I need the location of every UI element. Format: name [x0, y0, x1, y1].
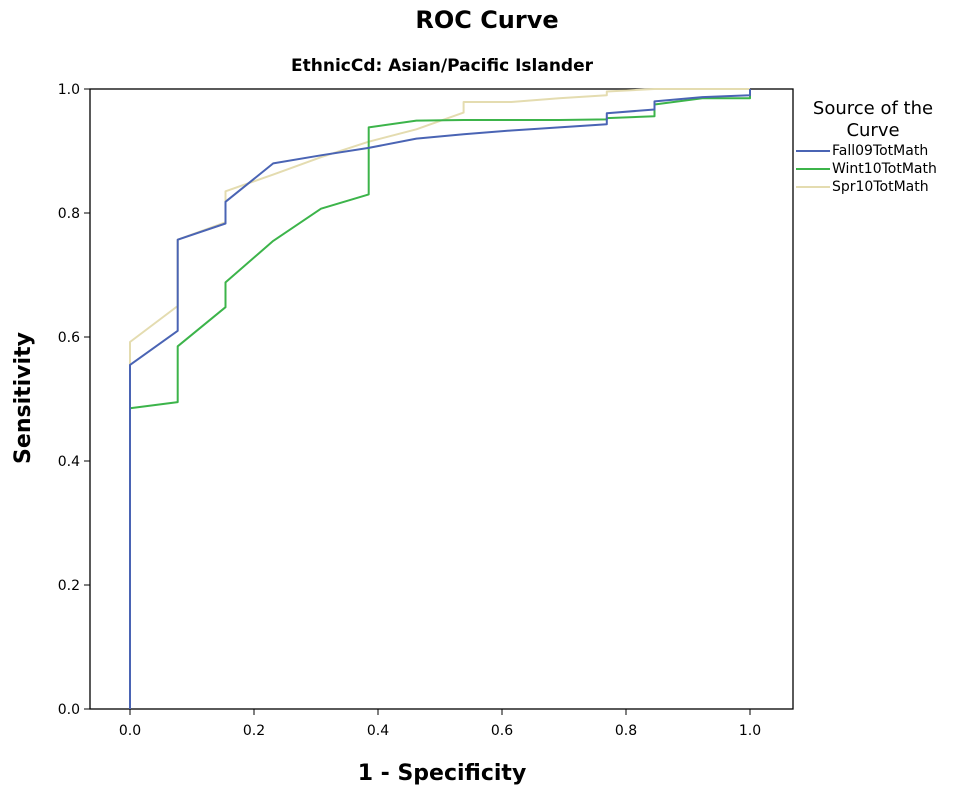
- y-tick-label: 0.8: [58, 206, 80, 222]
- chart-subtitle: EthnicCd: Asian/Pacific Islander: [291, 56, 593, 76]
- legend-label: Wint10TotMath: [832, 161, 937, 177]
- legend-item: Spr10TotMath: [796, 178, 974, 196]
- legend-item: Fall09TotMath: [796, 142, 974, 160]
- x-tick-label: 1.0: [739, 723, 761, 739]
- legend-item: Wint10TotMath: [796, 160, 974, 178]
- legend-swatch: [796, 150, 830, 152]
- x-tick-label: 0.8: [615, 723, 637, 739]
- x-tick-label: 0.2: [243, 723, 265, 739]
- y-tick-label: 0.4: [58, 454, 80, 470]
- legend-label: Fall09TotMath: [832, 143, 929, 159]
- plot-frame: [89, 88, 794, 710]
- y-tick-label: 1.0: [58, 82, 80, 98]
- y-tick-label: 0.0: [58, 702, 80, 718]
- y-tick-label: 0.2: [58, 578, 80, 594]
- x-tick-label: 0.4: [367, 723, 389, 739]
- x-tick-label: 0.6: [491, 723, 513, 739]
- legend-swatch: [796, 186, 830, 188]
- legend-label: Spr10TotMath: [832, 179, 929, 195]
- legend-swatch: [796, 168, 830, 170]
- y-axis-label: Sensitivity: [11, 332, 36, 464]
- series-line-wint10totmath: [129, 89, 751, 709]
- axes: 0.0 0.2 0.4 0.6 0.8 1.0 0.0 0.2 0.4 0.6 0.8 1.0: [58, 82, 794, 739]
- legend-title: Source of the Curve: [812, 98, 934, 141]
- x-axis-label: 1 - Specificity: [358, 761, 527, 786]
- x-tick-label: 0.0: [119, 723, 141, 739]
- legend: Source of the Curve Fall09TotMath Wint10T…: [796, 98, 974, 196]
- legend-entries: Fall09TotMath Wint10TotMath Spr10TotMath: [796, 142, 974, 196]
- y-tick-label: 0.6: [58, 330, 80, 346]
- series-line-spr10totmath: [129, 88, 750, 709]
- series-line-fall09totmath: [129, 89, 751, 709]
- chart-title: ROC Curve: [415, 6, 559, 34]
- series-lines: [129, 88, 751, 709]
